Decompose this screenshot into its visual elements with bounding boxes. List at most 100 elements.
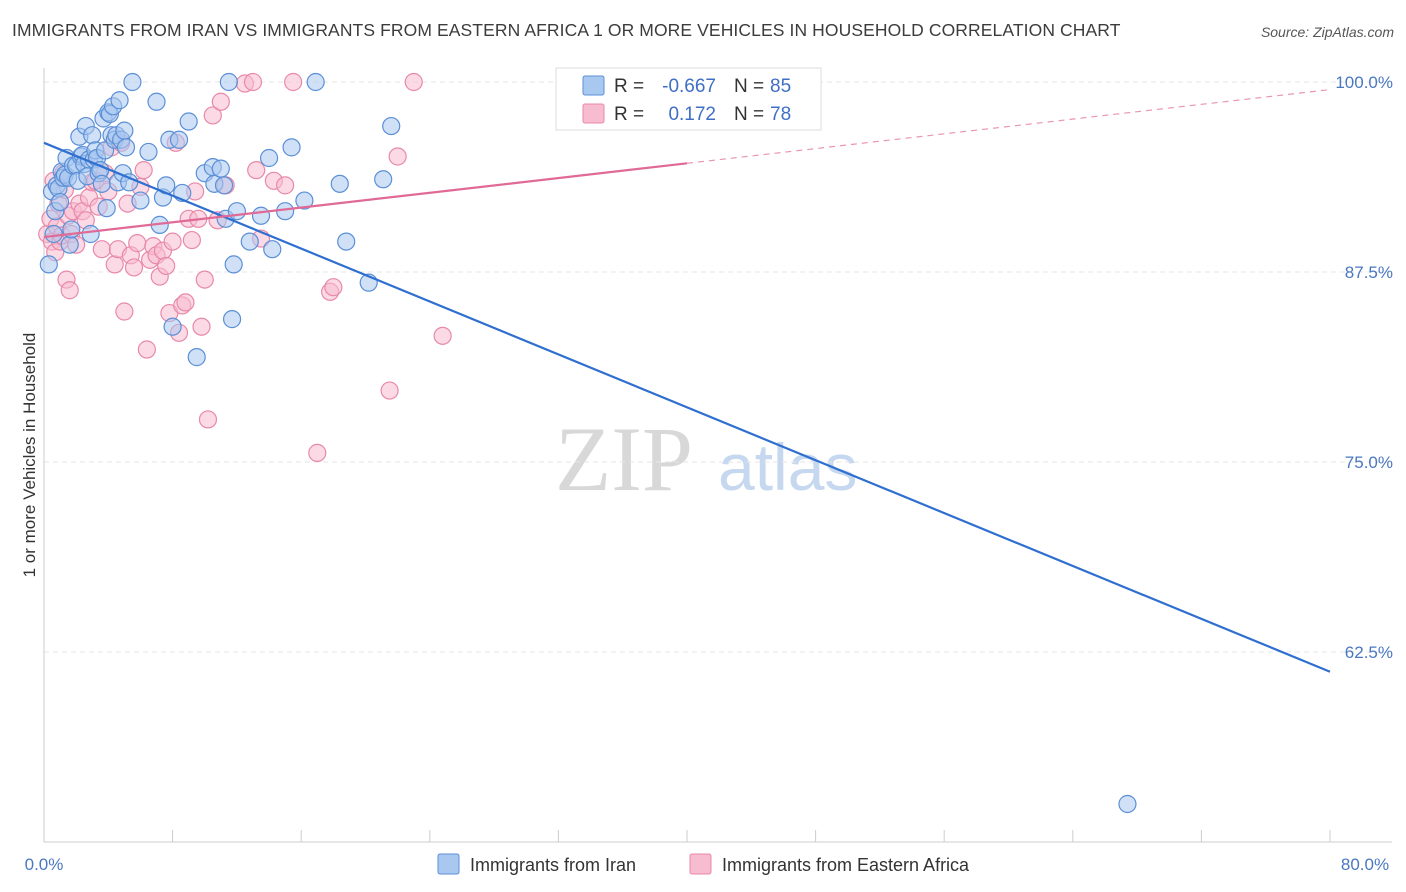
stats-iran-swatch: [582, 75, 605, 96]
africa-point: [198, 410, 218, 429]
x-tick-label: 0.0%: [25, 855, 64, 874]
iran-point: [50, 192, 70, 212]
iran-point: [276, 202, 295, 221]
iran-point: [139, 142, 158, 162]
iran-point: [222, 310, 242, 329]
africa-point: [92, 240, 111, 259]
y-tick-label: 87.5%: [1345, 263, 1393, 282]
iran-point: [60, 235, 79, 254]
iran-point: [81, 224, 100, 244]
iran-point: [115, 121, 134, 140]
africa-point: [276, 176, 295, 195]
iran-point: [1118, 794, 1137, 814]
iran-point: [382, 116, 401, 136]
iran-point: [251, 206, 271, 225]
africa-trend-line-extrapolated: [686, 89, 1331, 164]
africa-point: [128, 234, 147, 253]
iran-point: [163, 317, 182, 336]
source-note: Source: ZipAtlas.com: [1260, 24, 1394, 40]
iran-point: [224, 255, 243, 274]
watermark-zip: ZIP: [555, 408, 693, 510]
iran-point: [214, 176, 234, 195]
legend-africa-label: Immigrants from Eastern Africa: [722, 855, 970, 875]
stats-iran-r-value: -0.667: [662, 76, 716, 97]
iran-point: [39, 255, 58, 274]
africa-point: [163, 232, 182, 251]
stats-africa-r-label: R =: [614, 104, 644, 125]
africa-point: [243, 72, 263, 92]
iran-point: [295, 191, 314, 210]
iran-point: [187, 348, 206, 367]
y-tick-label: 62.5%: [1345, 643, 1393, 662]
iran-point: [219, 72, 238, 92]
africa-point: [157, 256, 176, 276]
iran-point: [374, 170, 393, 189]
africa-point: [380, 381, 399, 400]
gridlines: [44, 81, 1392, 653]
iran-point: [179, 112, 198, 131]
africa-point: [176, 293, 195, 312]
iran-point: [83, 126, 102, 145]
stats-iran-r-label: R =: [614, 76, 644, 97]
africa-point: [324, 278, 343, 297]
iran-point: [227, 202, 246, 221]
africa-point: [308, 443, 327, 462]
iran-point: [44, 224, 63, 244]
iran-point: [131, 191, 150, 210]
iran-point: [263, 240, 282, 259]
series-iran-points: [39, 72, 1137, 814]
series-eastern-africa-points: [38, 72, 672, 462]
africa-point: [211, 92, 230, 111]
legend-africa-swatch: [689, 853, 712, 875]
iran-point: [330, 174, 349, 193]
y-tick-label: 75.0%: [1345, 453, 1393, 472]
iran-point: [123, 72, 142, 92]
africa-point: [388, 147, 407, 166]
iran-point: [169, 130, 189, 149]
africa-point: [115, 302, 134, 321]
watermark-atlas: atlas: [718, 430, 857, 504]
africa-point: [182, 230, 201, 250]
trend-lines: [43, 89, 1331, 673]
africa-point: [203, 106, 222, 125]
y-axis-title: 1 or more Vehicles in Household: [20, 333, 39, 578]
africa-point: [284, 72, 303, 92]
iran-point: [282, 138, 301, 157]
iran-point: [259, 148, 279, 168]
africa-point: [105, 255, 124, 274]
iran-point: [337, 232, 356, 251]
africa-point: [404, 72, 423, 92]
iran-point: [147, 92, 166, 111]
stats-africa-n-label: N =: [734, 104, 764, 125]
africa-point: [124, 258, 144, 277]
africa-point: [134, 161, 153, 180]
legend-iran-label: Immigrants from Iran: [470, 855, 636, 875]
legend-iran-swatch: [437, 853, 460, 875]
y-tick-label: 100.0%: [1335, 73, 1393, 92]
stats-iran-n-value: 85: [770, 76, 791, 97]
iran-point: [92, 174, 111, 193]
x-tick-label: 80.0%: [1341, 855, 1389, 874]
africa-point: [433, 326, 452, 345]
chart-title: IMMIGRANTS FROM IRAN VS IMMIGRANTS FROM …: [12, 20, 1121, 40]
iran-point: [116, 138, 136, 157]
iran-point: [306, 72, 325, 92]
legend: Immigrants from Iran Immigrants from Eas…: [437, 853, 970, 875]
africa-point: [137, 340, 156, 359]
stats-box: R = -0.667 N = 85 R = 0.172 N = 78: [555, 67, 822, 131]
iran-point: [110, 91, 129, 110]
stats-iran-n-label: N =: [734, 76, 764, 97]
iran-point: [211, 159, 230, 178]
africa-point: [192, 317, 211, 336]
iran-trend-line: [43, 141, 1331, 673]
africa-point: [195, 270, 214, 289]
stats-africa-n-value: 78: [770, 104, 791, 125]
stats-africa-r-value: 0.172: [668, 104, 716, 125]
iran-point: [97, 199, 116, 218]
iran-point: [240, 232, 259, 251]
africa-point: [247, 161, 266, 180]
africa-point: [60, 281, 79, 300]
stats-africa-swatch: [582, 103, 605, 124]
axes: 0.0% 80.0% 62.5% 75.0% 87.5% 100.0%: [25, 68, 1393, 874]
